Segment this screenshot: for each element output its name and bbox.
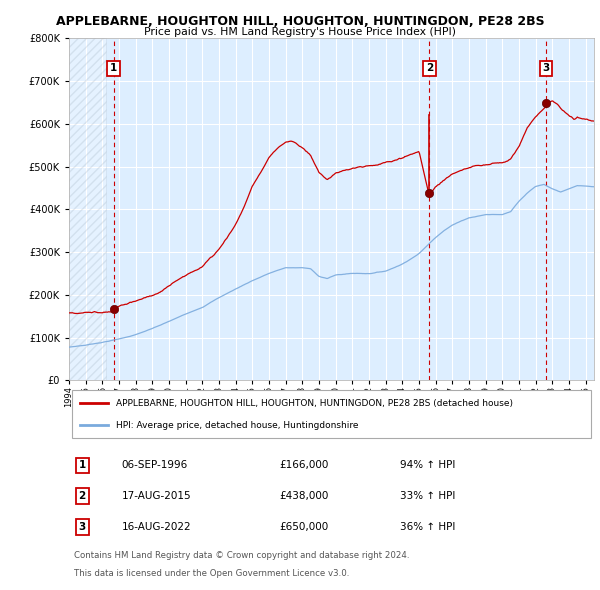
Text: 17-AUG-2015: 17-AUG-2015 (121, 491, 191, 501)
Text: 1: 1 (79, 460, 86, 470)
Text: 2: 2 (426, 63, 433, 73)
Text: 16-AUG-2022: 16-AUG-2022 (121, 522, 191, 532)
Text: 2: 2 (79, 491, 86, 501)
Text: Price paid vs. HM Land Registry's House Price Index (HPI): Price paid vs. HM Land Registry's House … (144, 27, 456, 37)
Text: HPI: Average price, detached house, Huntingdonshire: HPI: Average price, detached house, Hunt… (116, 421, 359, 430)
Text: 06-SEP-1996: 06-SEP-1996 (121, 460, 188, 470)
Text: APPLEBARNE, HOUGHTON HILL, HOUGHTON, HUNTINGDON, PE28 2BS (detached house): APPLEBARNE, HOUGHTON HILL, HOUGHTON, HUN… (116, 398, 513, 408)
Text: 3: 3 (542, 63, 550, 73)
Text: APPLEBARNE, HOUGHTON HILL, HOUGHTON, HUNTINGDON, PE28 2BS: APPLEBARNE, HOUGHTON HILL, HOUGHTON, HUN… (56, 15, 544, 28)
Text: This data is licensed under the Open Government Licence v3.0.: This data is licensed under the Open Gov… (74, 569, 350, 578)
Text: £438,000: £438,000 (279, 491, 328, 501)
Text: 94% ↑ HPI: 94% ↑ HPI (400, 460, 455, 470)
Text: 33% ↑ HPI: 33% ↑ HPI (400, 491, 455, 501)
Bar (69, 38, 106, 381)
Text: 1: 1 (110, 63, 117, 73)
Text: £650,000: £650,000 (279, 522, 328, 532)
Text: Contains HM Land Registry data © Crown copyright and database right 2024.: Contains HM Land Registry data © Crown c… (74, 551, 410, 560)
FancyBboxPatch shape (71, 389, 592, 438)
Text: 3: 3 (79, 522, 86, 532)
Text: £166,000: £166,000 (279, 460, 328, 470)
Text: 36% ↑ HPI: 36% ↑ HPI (400, 522, 455, 532)
